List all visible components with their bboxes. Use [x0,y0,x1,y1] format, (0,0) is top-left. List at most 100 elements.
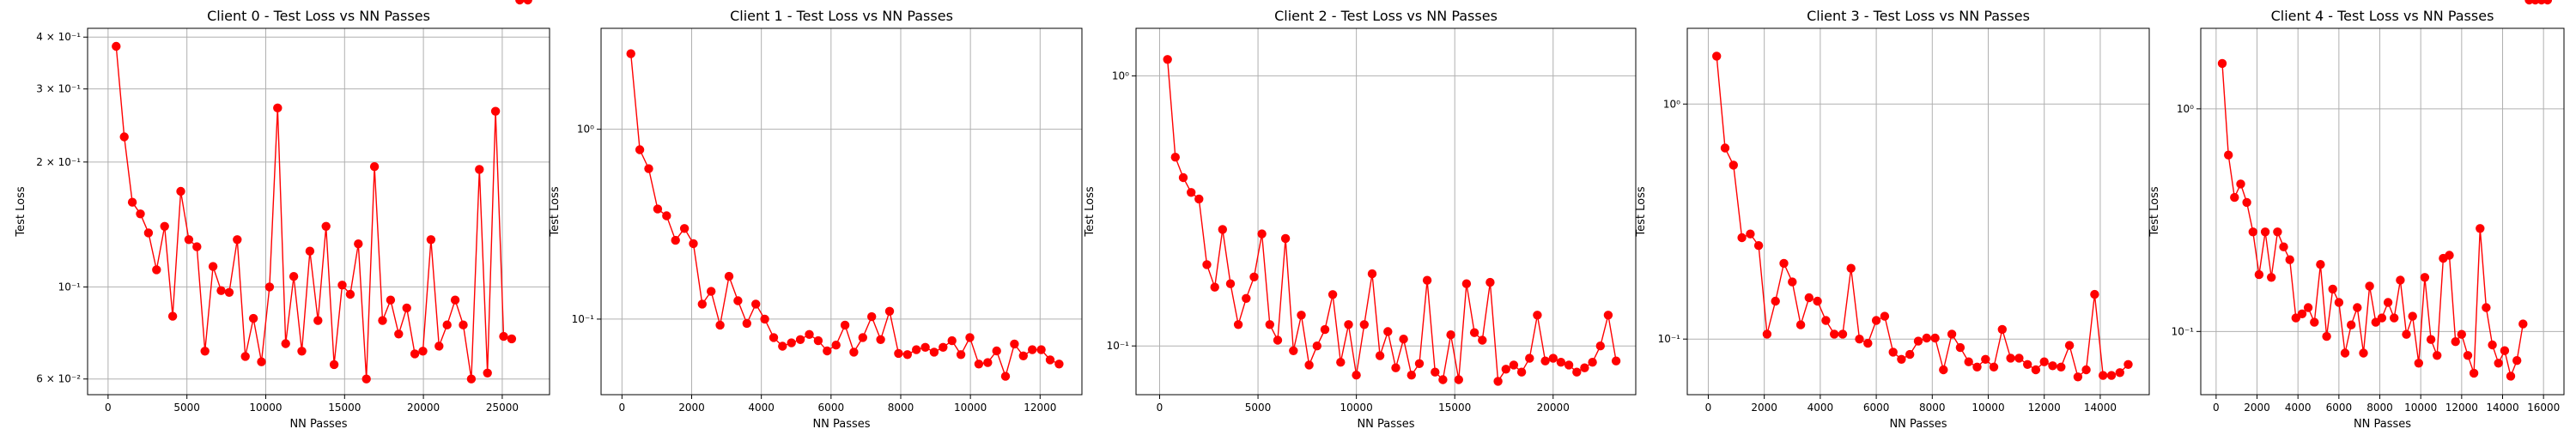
data-point [2488,340,2497,350]
data-point [697,299,707,309]
data-point [1846,263,1856,273]
x-tick-label: 16000 [2527,402,2560,414]
data-point [912,345,921,354]
data-point [1414,359,1425,368]
data-point [894,348,903,359]
data-point [1533,311,1542,320]
data-point [2115,368,2124,378]
plot-frame [87,27,550,396]
data-point [840,320,850,330]
data-point [1018,351,1029,360]
data-point [2279,242,2288,251]
data-point [1863,338,1873,348]
x-tick-label: 0 [2213,402,2220,414]
data-point [2267,273,2276,282]
data-point [974,360,984,369]
data-point [813,335,823,346]
chart-panel-0: 0 5000 10000 15000 20000 25000 6 × 10⁻² 10⁻¹ 2 ×… [15,0,550,429]
data-point [1327,290,1338,299]
data-point [1930,333,1940,343]
data-point [724,271,734,281]
data-point [2482,303,2491,312]
y-tick-label: 2 × 10⁻¹ [36,156,81,168]
data-point [459,320,468,329]
data-point [136,209,145,219]
x-tick-label: 2000 [1751,402,1777,414]
data-point [2476,224,2485,233]
data-point [2328,284,2337,294]
data-point [119,132,129,142]
data-point [112,41,121,51]
data-point [1493,377,1503,386]
y-axis-label: Test Loss [1635,186,1648,237]
data-point [2048,361,2057,371]
data-point [475,165,484,174]
data-point [1178,172,1188,183]
y-tick-label: 10⁻¹ [1107,340,1130,352]
data-point [184,235,194,245]
x-tick-label: 12000 [2445,402,2478,414]
data-point [2518,319,2528,329]
data-point [2445,251,2454,260]
data-point [1955,342,1965,353]
data-point [337,281,347,290]
data-point [2433,351,2442,360]
data-point [1947,329,1957,339]
data-point [515,0,525,5]
y-tick-label: 10⁰ [1112,69,1129,82]
data-point [200,347,210,356]
x-tick-label: 0 [1705,402,1712,414]
x-tick-label: 2000 [678,402,705,414]
y-tick-label: 10⁻¹ [58,281,82,293]
data-point [1280,233,1291,244]
chart-title: Client 0 - Test Loss vs NN Passes [207,8,430,24]
data-point [1525,353,1534,363]
data-point [240,352,250,361]
data-point [2123,360,2133,369]
data-point [2260,227,2270,237]
x-tick-label: 15000 [328,402,361,414]
data-point [1804,293,1814,303]
plot-frame [1135,27,1637,396]
data-point [1242,293,1251,303]
y-axis-label: Test Loss [15,186,27,237]
chart-title: Client 4 - Test Loss vs NN Passes [2271,8,2494,24]
data-point [2023,360,2032,369]
data-point [2248,227,2257,237]
data-point [297,347,307,356]
data-point [466,374,477,384]
data-point [1516,367,1527,377]
x-tick-label: 5000 [1245,402,1272,414]
data-point [1304,360,1314,370]
data-point [1391,363,1400,372]
x-tick-label: 4000 [1807,402,1834,414]
data-point [2494,359,2503,368]
data-point [1406,371,1417,380]
data-point [507,334,517,344]
data-point [1509,360,1519,370]
data-point [1320,324,1330,335]
y-tick-label: 10⁻¹ [2172,325,2195,337]
x-axis-label: NN Passes [1889,418,1947,429]
data-point [361,374,371,384]
data-point [1249,272,1259,281]
data-point [1595,341,1606,351]
data-point [345,289,355,299]
data-point [2365,281,2374,291]
data-point [644,164,653,173]
data-point [1446,330,1455,340]
data-point [1045,355,1055,365]
data-point [884,306,895,316]
data-point [523,0,532,5]
data-point [257,357,266,366]
data-point [1359,320,1370,329]
data-point [127,197,137,207]
data-point [1399,335,1408,344]
chart-panel-4: 0 2000 4000 6000 8000 10000 12000 14000 16000 10⁻… [2148,0,2565,429]
data-point [956,350,966,360]
data-point [2217,58,2227,69]
data-point [369,162,380,172]
data-point [2408,311,2417,321]
data-point [2057,362,2066,372]
